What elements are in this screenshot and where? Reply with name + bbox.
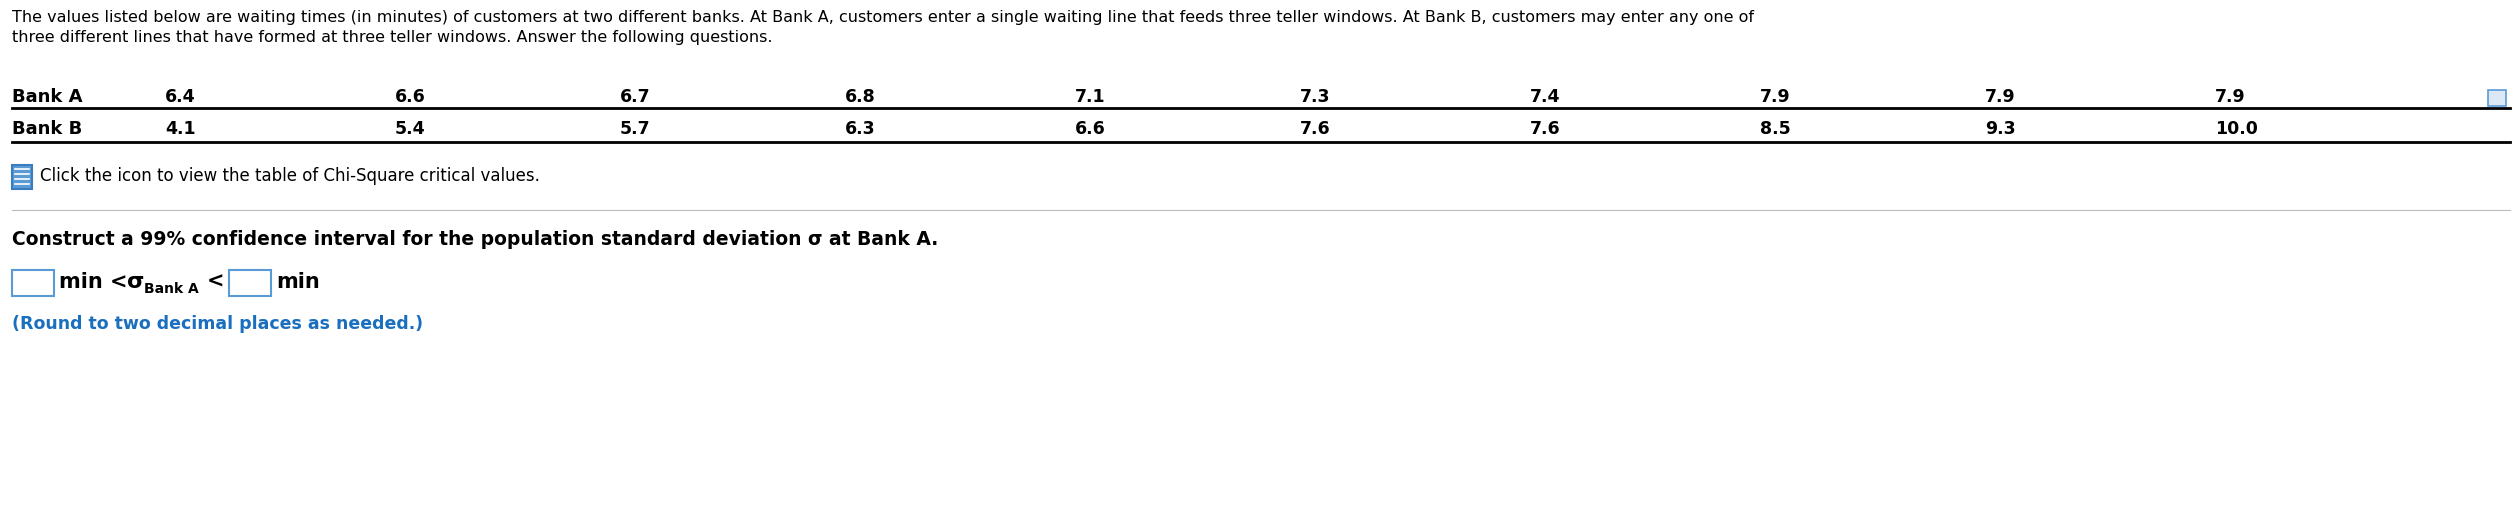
Text: (Round to two decimal places as needed.): (Round to two decimal places as needed.): [13, 315, 423, 333]
Text: 5.4: 5.4: [396, 120, 426, 138]
Text: min: min: [277, 272, 320, 292]
Text: 7.6: 7.6: [1530, 120, 1560, 138]
Text: Click the icon to view the table of Chi-Square critical values.: Click the icon to view the table of Chi-…: [40, 167, 539, 185]
Text: σ: σ: [126, 272, 144, 292]
Text: 5.7: 5.7: [620, 120, 650, 138]
FancyBboxPatch shape: [2487, 90, 2505, 106]
Text: 7.9: 7.9: [1986, 88, 2016, 106]
Text: 8.5: 8.5: [1759, 120, 1792, 138]
Text: 4.1: 4.1: [164, 120, 197, 138]
Text: 7.1: 7.1: [1076, 88, 1106, 106]
Text: 7.9: 7.9: [1759, 88, 1792, 106]
Text: Bank A: Bank A: [13, 88, 83, 106]
Text: 7.9: 7.9: [2215, 88, 2245, 106]
Text: 7.6: 7.6: [1300, 120, 1331, 138]
Text: min <: min <: [58, 272, 129, 292]
Text: Bank A: Bank A: [144, 282, 199, 296]
Text: 6.7: 6.7: [620, 88, 650, 106]
Text: three different lines that have formed at three teller windows. Answer the follo: three different lines that have formed a…: [13, 30, 774, 45]
Text: 6.4: 6.4: [164, 88, 197, 106]
Text: 6.8: 6.8: [844, 88, 877, 106]
Text: 6.6: 6.6: [396, 88, 426, 106]
FancyBboxPatch shape: [13, 165, 33, 189]
Text: Bank B: Bank B: [13, 120, 83, 138]
Text: 6.3: 6.3: [844, 120, 874, 138]
Text: 6.6: 6.6: [1076, 120, 1106, 138]
Text: Construct a 99% confidence interval for the population standard deviation σ at B: Construct a 99% confidence interval for …: [13, 230, 937, 249]
FancyBboxPatch shape: [229, 270, 272, 296]
Text: 7.3: 7.3: [1300, 88, 1331, 106]
Text: 7.4: 7.4: [1530, 88, 1560, 106]
Text: <: <: [207, 272, 224, 292]
Text: 10.0: 10.0: [2215, 120, 2258, 138]
FancyBboxPatch shape: [13, 270, 53, 296]
Text: The values listed below are waiting times (in minutes) of customers at two diffe: The values listed below are waiting time…: [13, 10, 1754, 25]
Text: 9.3: 9.3: [1986, 120, 2016, 138]
